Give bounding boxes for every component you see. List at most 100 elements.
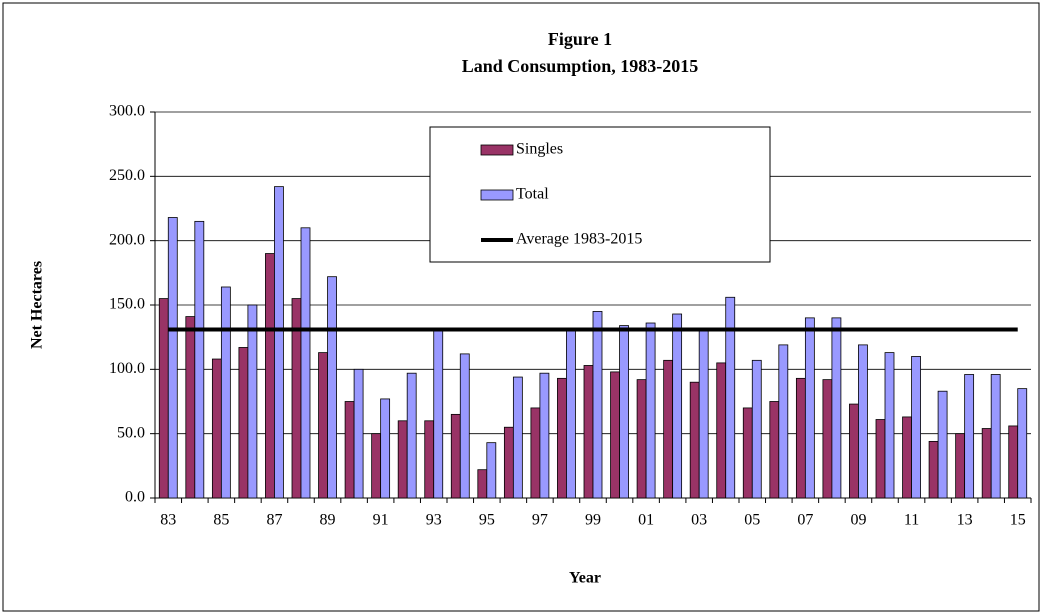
x-tick-label: 07 [797, 512, 813, 529]
bar [486, 442, 497, 499]
bar [822, 379, 833, 499]
x-tick-label: 15 [1010, 512, 1026, 529]
legend-swatch [480, 144, 514, 156]
bar [769, 401, 780, 499]
bar [619, 325, 629, 499]
bar [433, 327, 444, 499]
bar [858, 344, 868, 499]
legend: Singles Total Average 1983-2015 [429, 126, 771, 263]
chart-subtitle: Land Consumption, 1983-2015 [462, 56, 699, 76]
bar [327, 276, 337, 499]
bar [344, 401, 355, 499]
bar [274, 186, 284, 499]
bar [265, 253, 275, 499]
bar [990, 374, 1001, 499]
bar [1008, 425, 1019, 499]
bar [185, 316, 196, 499]
x-tick-label: 01 [638, 512, 654, 529]
y-tick-label: 300.0 [109, 103, 145, 120]
bar [928, 440, 939, 499]
bar [371, 433, 382, 499]
bar [645, 322, 656, 499]
bar [875, 419, 886, 499]
bar [902, 416, 912, 499]
y-tick-label: 0.0 [125, 489, 145, 506]
bar [884, 352, 895, 499]
bar [725, 296, 736, 499]
bar [530, 407, 541, 499]
bar [672, 313, 683, 499]
bar [459, 353, 470, 499]
bar [592, 311, 603, 499]
bar [557, 377, 567, 499]
x-axis-title: Year [569, 570, 601, 587]
x-tick-label: 85 [213, 512, 229, 529]
y-axis-title: Net Hectares [29, 261, 46, 349]
legend-label: Total [516, 186, 549, 203]
chart-title: Figure 1 [548, 29, 612, 49]
bar [981, 428, 992, 499]
x-tick-label: 95 [479, 512, 495, 529]
legend-label: Average 1983-2015 [516, 231, 642, 248]
bar [937, 390, 948, 499]
bar [778, 344, 789, 499]
bar [663, 359, 674, 499]
bar [795, 377, 806, 499]
bar [353, 368, 364, 499]
bar [238, 347, 249, 499]
y-tick-label: 50.0 [117, 424, 145, 441]
bar [751, 359, 762, 499]
bar [220, 286, 231, 499]
bar [964, 374, 975, 499]
marks [158, 186, 1028, 499]
x-tick-label: 09 [850, 512, 866, 529]
x-tick-label: 89 [320, 512, 336, 529]
bar [742, 407, 753, 499]
bar [955, 433, 966, 499]
x-tick-label: 93 [426, 512, 442, 529]
bar [477, 469, 488, 499]
legend-swatch [480, 189, 514, 201]
bar [539, 372, 550, 499]
bar [194, 220, 205, 499]
bar [566, 330, 576, 499]
bar [1017, 388, 1028, 499]
x-tick-label: 11 [904, 512, 919, 529]
bar [689, 381, 700, 499]
x-tick-label: 03 [691, 512, 707, 529]
bar [911, 356, 921, 499]
bar [512, 376, 523, 499]
bar [636, 379, 647, 499]
bar [380, 398, 391, 499]
bar [424, 420, 435, 499]
x-tick-label: 87 [266, 512, 282, 529]
bar [610, 371, 620, 499]
x-tick-label: 05 [744, 512, 760, 529]
y-tick-label: 100.0 [109, 360, 145, 377]
bar [167, 217, 178, 499]
bar [247, 304, 258, 499]
y-tick-label: 200.0 [109, 231, 145, 248]
bar [300, 227, 311, 499]
x-tick-label: 97 [532, 512, 548, 529]
bar [849, 403, 859, 499]
bar [406, 372, 417, 499]
x-tick-label: 99 [585, 512, 601, 529]
bar [211, 358, 222, 499]
bar [318, 352, 328, 499]
x-tick-label: 13 [957, 512, 973, 529]
legend-label: Singles [516, 141, 563, 158]
bar [698, 327, 709, 499]
bar [158, 298, 169, 499]
bar [831, 317, 842, 499]
bar [804, 317, 815, 499]
y-tick-label: 150.0 [109, 296, 145, 313]
bar [716, 362, 727, 499]
bar [503, 426, 514, 499]
bar [397, 420, 408, 499]
x-tick-label: 83 [160, 512, 176, 529]
bar [450, 413, 461, 499]
x-tick-label: 91 [373, 512, 389, 529]
